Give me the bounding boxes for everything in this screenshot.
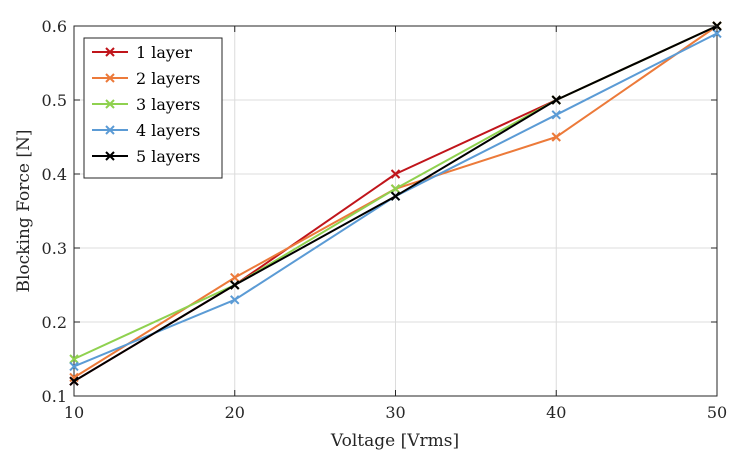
series-group (69, 21, 722, 386)
marker-stroke (712, 28, 722, 39)
data-point-marker (230, 280, 240, 290)
data-point-marker (230, 272, 240, 283)
data-point-marker (390, 169, 401, 179)
marker-stroke (390, 169, 401, 179)
x-tick-label: 10 (64, 403, 84, 422)
data-point-marker (551, 110, 561, 120)
legend-marker (105, 151, 115, 161)
marker-stroke (69, 376, 79, 386)
y-tick-label: 0.5 (42, 91, 67, 110)
legend: 1 layer 2 layers 3 layers 4 layers 5 layers (83, 37, 223, 179)
marker-stroke (105, 47, 115, 57)
y-tick-label: 0.2 (42, 313, 67, 332)
data-point-marker (69, 376, 79, 386)
legend-item: 2 layers (92, 69, 200, 88)
marker-stroke (105, 99, 115, 109)
marker-stroke (69, 354, 79, 364)
x-axis-ticks: 10 20 30 40 50 (64, 26, 727, 422)
legend-item: 1 layer (92, 43, 192, 62)
marker-stroke (230, 295, 240, 305)
data-point-marker (69, 354, 79, 364)
x-tick-label: 50 (707, 403, 727, 422)
x-tick-label: 30 (385, 403, 405, 422)
marker-stroke (390, 184, 401, 194)
marker-stroke (551, 132, 561, 142)
legend-item: 3 layers (92, 95, 200, 114)
y-axis-ticks: 0.1 0.2 0.3 0.4 0.5 0.6 (42, 17, 717, 406)
legend-marker (105, 125, 115, 135)
legend-item: 4 layers (92, 121, 200, 140)
data-point-marker (551, 95, 561, 105)
legend-label: 1 layer (136, 43, 192, 62)
marker-stroke (105, 125, 115, 135)
legend-marker (105, 73, 115, 83)
y-tick-label: 0.6 (42, 17, 67, 36)
y-axis-label: Blocking Force [N] (14, 129, 34, 292)
marker-stroke (69, 361, 79, 372)
legend-marker (105, 47, 115, 57)
y-tick-label: 0.1 (42, 387, 67, 406)
x-tick-label: 40 (546, 403, 566, 422)
legend-label: 4 layers (136, 121, 200, 140)
marker-stroke (551, 110, 561, 120)
x-tick-label: 20 (225, 403, 245, 422)
data-point-marker (230, 295, 240, 305)
data-point-marker (69, 361, 79, 372)
data-point-marker (712, 28, 722, 39)
marker-stroke (230, 280, 240, 290)
legend-label: 3 layers (136, 95, 200, 114)
legend-label: 5 layers (136, 147, 200, 166)
data-point-marker (390, 191, 401, 201)
legend-marker (105, 99, 115, 109)
marker-stroke (390, 191, 401, 201)
y-tick-label: 0.4 (42, 165, 67, 184)
marker-stroke (69, 372, 79, 383)
legend-label: 2 layers (136, 69, 200, 88)
marker-stroke (105, 151, 115, 161)
marker-stroke (105, 73, 115, 83)
marker-stroke (230, 272, 240, 283)
data-point-marker (390, 184, 401, 194)
data-point-marker (551, 132, 561, 142)
x-axis-label: Voltage [Vrms] (330, 431, 459, 451)
marker-stroke (551, 95, 561, 105)
series-5 (69, 21, 722, 386)
y-tick-label: 0.3 (42, 239, 67, 258)
legend-item: 5 layers (92, 147, 200, 166)
